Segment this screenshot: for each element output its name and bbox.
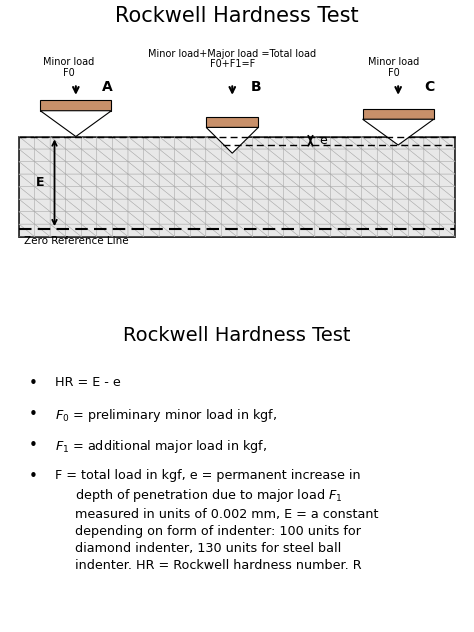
Text: B: B [250,80,261,94]
Text: Zero Reference Line: Zero Reference Line [24,236,128,246]
Text: F0: F0 [388,68,399,78]
Text: Rockwell Hardness Test: Rockwell Hardness Test [115,6,359,26]
Text: e: e [319,134,327,147]
Text: $F_0$ = preliminary minor load in kgf,: $F_0$ = preliminary minor load in kgf, [55,407,277,424]
Text: Minor load: Minor load [368,57,419,67]
Text: HR = E - e: HR = E - e [55,375,120,389]
Bar [19,137,455,236]
Text: •: • [28,375,37,391]
Text: C: C [424,80,435,94]
Text: F0: F0 [63,68,74,78]
Text: •: • [28,438,37,453]
Polygon shape [40,111,111,137]
Text: A: A [102,80,113,94]
Polygon shape [363,119,434,145]
Text: E: E [36,176,45,189]
Text: •: • [28,470,37,484]
Text: F0+F1=F: F0+F1=F [210,59,255,69]
Text: Minor load+Major load =Total load: Minor load+Major load =Total load [148,49,316,59]
Bar [40,100,111,111]
Polygon shape [206,128,258,153]
Text: $F_1$ = additional major load in kgf,: $F_1$ = additional major load in kgf, [55,438,267,455]
Bar [206,117,258,128]
Text: Rockwell Hardness Test: Rockwell Hardness Test [123,326,351,345]
Text: Minor load: Minor load [43,57,94,67]
Bar [363,109,434,119]
Text: •: • [28,407,37,422]
Text: F = total load in kgf, e = permanent increase in
     depth of penetration due t: F = total load in kgf, e = permanent inc… [55,470,378,572]
